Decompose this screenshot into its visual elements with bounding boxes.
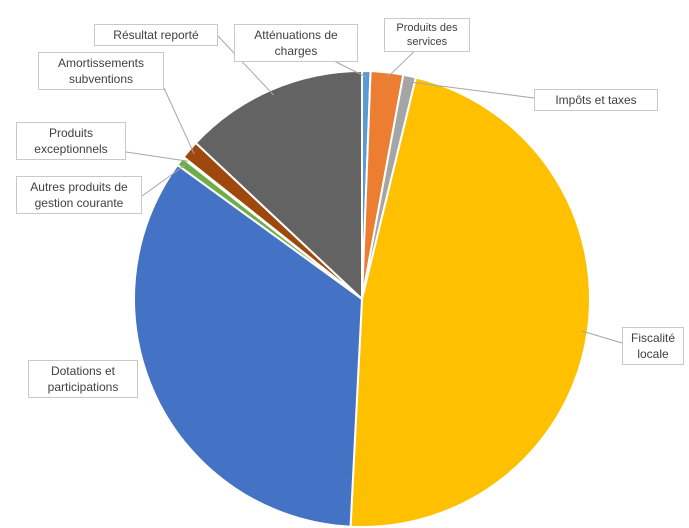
leader-autres-produits-de-gestion-courante <box>141 164 186 197</box>
slice-fiscalite-locale <box>349 76 591 528</box>
slice-dotations-et-participations <box>133 163 364 528</box>
leader-produits-exceptionnels <box>125 151 188 162</box>
label-autres-produits-de-gestion-courante: Autres produits de gestion courante <box>16 176 142 214</box>
label-produits-exceptionnels: Produits exceptionnels <box>16 122 126 160</box>
leader-impots-et-taxes <box>408 81 535 99</box>
label-impots-et-taxes: Impôts et taxes <box>534 89 658 111</box>
label-dotations-et-participations: Dotations et participations <box>28 360 138 398</box>
pie-slices <box>133 69 591 528</box>
label-resultat-reporte: Résultat reporté <box>94 24 218 46</box>
label-fiscalite-locale: Fiscalité locale <box>622 327 684 365</box>
label-produits-des-services: Produits des services <box>384 18 470 52</box>
leader-amortissements-subventions <box>163 87 195 155</box>
label-amortissements-subventions: Amortissements subventions <box>38 52 164 90</box>
leader-fiscalite-locale <box>581 330 623 344</box>
label-attenuations-de-charges: Atténuations de charges <box>234 24 358 62</box>
slice-resultat-reporte <box>194 69 363 302</box>
leader-resultat-reporte <box>217 35 275 96</box>
